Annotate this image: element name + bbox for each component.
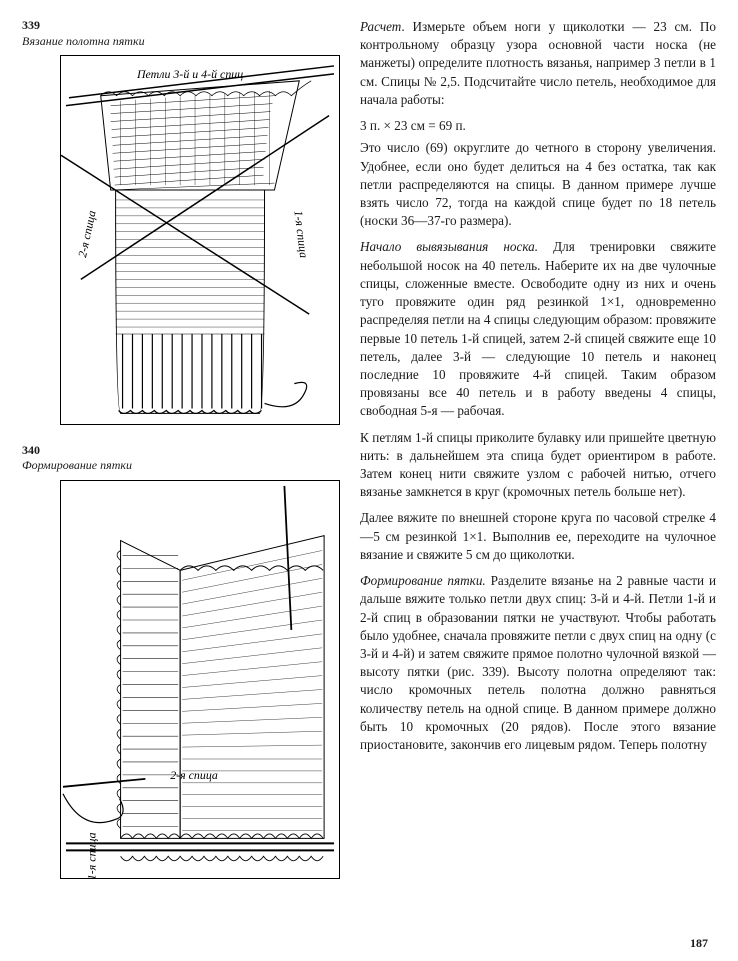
figure-340-caption: 340 Формирование пятки [22, 443, 342, 474]
knitting-diagram-340: 2-я спица 1-я спица [61, 481, 339, 878]
paragraph-heading: Формирование пятки. [360, 573, 486, 588]
paragraph: Начало вывязывания носка. Для тренировки… [360, 238, 716, 420]
figures-column: 339 Вязание полотна пятки [22, 18, 342, 943]
paragraph: Это число (69) округлите до четного в ст… [360, 139, 716, 230]
paragraph: Расчет. Измерьте объем ноги у щиколотки … [360, 18, 716, 109]
page-number: 187 [690, 936, 708, 951]
paragraph-text: Для тренировки свяжите небольшой носок н… [360, 239, 716, 418]
figure-340: 2-я спица 1-я спица [60, 480, 340, 879]
label-left: 1-я спица [85, 832, 99, 878]
label-mid: 2-я спица [170, 768, 218, 782]
paragraph-text: . Измерьте объем ноги у щиколотки — 23 с… [360, 19, 716, 107]
paragraph: К петлям 1-й спицы приколите булавку или… [360, 429, 716, 502]
figure-title: Формирование пятки [22, 458, 132, 472]
paragraph-heading: Начало вывязывания носка. [360, 239, 538, 254]
label-top: Петли 3-й и 4-й спиц [136, 67, 243, 81]
paragraph: Формирование пятки. Разделите вязанье на… [360, 572, 716, 754]
knitting-diagram-339: Петли 3-й и 4-й спиц 2-я спица 1-я спица [61, 56, 339, 423]
figure-num: 340 [22, 443, 40, 457]
body-text-column: Расчет. Измерьте объем ноги у щиколотки … [360, 18, 716, 943]
figure-title: Вязание полотна пятки [22, 34, 145, 48]
formula: 3 п. × 23 см = 69 п. [360, 117, 716, 135]
paragraph-text: Разделите вязанье на 2 равные части и да… [360, 573, 716, 752]
figure-num: 339 [22, 18, 40, 32]
paragraph-heading: Расчет [360, 19, 401, 34]
figure-339: Петли 3-й и 4-й спиц 2-я спица 1-я спица [60, 55, 340, 424]
figure-339-caption: 339 Вязание полотна пятки [22, 18, 342, 49]
paragraph: Далее вяжите по внешней стороне круга по… [360, 509, 716, 564]
